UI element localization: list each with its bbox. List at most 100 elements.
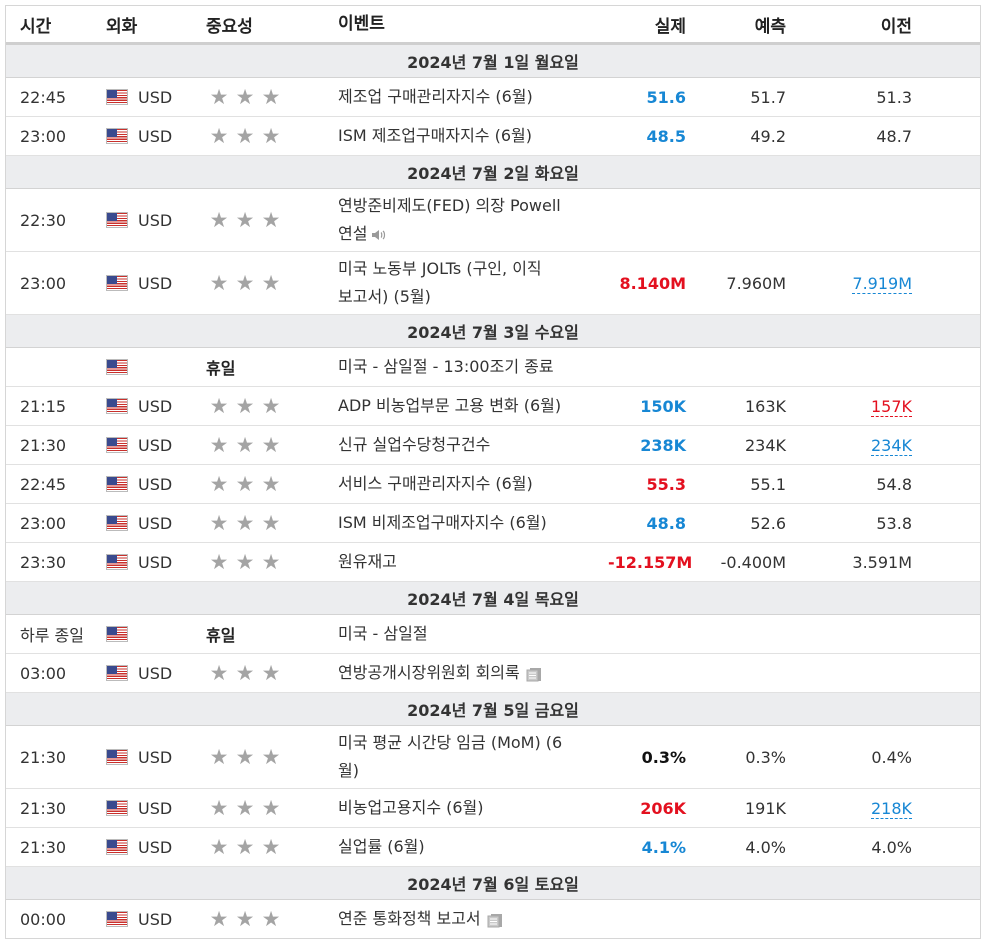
table-row[interactable]: 휴일 미국 - 삼일절 - 13:00조기 종료	[6, 348, 980, 387]
table-row[interactable]: 21:30 USD ★ ★ ★ 비농업고용지수 (6월) 206K 191K 218…	[6, 789, 980, 828]
event-name[interactable]: 연준 통화정책 보고서	[338, 905, 608, 933]
currency-cell: USD	[106, 475, 206, 494]
importance-stars: ★ ★ ★	[206, 208, 338, 232]
revised-previous-link[interactable]: 218K	[870, 798, 912, 819]
header-forecast: 예측	[754, 16, 786, 37]
us-flag-icon	[106, 800, 128, 816]
speaker-icon	[372, 229, 386, 240]
event-time: 03:00	[20, 663, 67, 683]
event-name[interactable]: 미국 노동부 JOLTs (구인, 이직 보고서) (5월)	[338, 255, 608, 311]
currency-cell: USD	[106, 838, 206, 857]
event-time: 21:30	[20, 435, 67, 455]
event-name[interactable]: ISM 제조업구매자지수 (6월)	[338, 126, 532, 145]
table-row[interactable]: 21:15 USD ★ ★ ★ ADP 비농업부문 고용 변화 (6월) 150K …	[6, 387, 980, 426]
currency-cell: USD	[106, 514, 206, 533]
table-row[interactable]: 21:30 USD ★ ★ ★ 실업률 (6월) 4.1% 4.0% 4.0%	[6, 828, 980, 867]
table-row[interactable]: 21:30 USD ★ ★ ★ 신규 실업수당청구건수 238K 234K 234K	[6, 426, 980, 465]
event-name-line: 미국 노동부 JOLTs (구인, 이직	[338, 259, 542, 278]
importance-stars: ★ ★ ★	[206, 271, 338, 295]
document-icon[interactable]	[487, 912, 503, 928]
previous-value: 4.0%	[871, 837, 912, 857]
event-name-line-text: 연설	[338, 224, 368, 243]
us-flag-icon	[106, 839, 128, 855]
event-time: 21:30	[20, 837, 67, 857]
previous-value: 234K	[786, 435, 912, 456]
table-row[interactable]: 하루 종일 휴일 미국 - 삼일절	[6, 615, 980, 654]
currency-code: USD	[138, 435, 173, 455]
table-row[interactable]: 00:00 USD ★ ★ ★ 연준 통화정책 보고서	[6, 900, 980, 938]
star-icon: ★	[261, 745, 281, 769]
currency-code: USD	[138, 210, 173, 230]
revised-previous-link[interactable]: 234K	[870, 435, 912, 456]
us-flag-icon	[106, 398, 128, 414]
table-row[interactable]: 23:30 USD ★ ★ ★ 원유재고 -12.157M -0.400M 3.59…	[6, 543, 980, 582]
event-name[interactable]: ADP 비농업부문 고용 변화 (6월)	[338, 396, 562, 415]
table-row[interactable]: 22:30 USD ★ ★ ★ 연방준비제도(FED) 의장 Powell 연설	[6, 189, 980, 252]
forecast-value: 7.960M	[726, 273, 786, 293]
event-name-line: 미국 평균 시간당 임금 (MoM) (6	[338, 733, 563, 752]
previous-value: 48.7	[876, 126, 912, 146]
table-row[interactable]: 03:00 USD ★ ★ ★ 연방공개시장위원회 회의록	[6, 654, 980, 693]
event-name[interactable]: 신규 실업수당청구건수	[338, 435, 491, 454]
star-icon: ★	[235, 124, 255, 148]
currency-code: USD	[138, 273, 173, 293]
us-flag-icon	[106, 275, 128, 291]
holiday-label: 휴일	[206, 359, 236, 378]
importance-stars: ★ ★ ★	[206, 396, 338, 417]
date-row: 2024년 7월 3일 수요일	[6, 315, 980, 348]
previous-value: 53.8	[876, 513, 912, 533]
importance-stars: ★ ★ ★	[206, 124, 338, 148]
us-flag-icon	[106, 128, 128, 144]
event-name[interactable]: ISM 비제조업구매자지수 (6월)	[338, 513, 547, 532]
revised-previous-link[interactable]: 157K	[870, 396, 912, 417]
event-name[interactable]: 서비스 구매관리자지수 (6월)	[338, 474, 533, 493]
star-icon: ★	[235, 85, 255, 109]
event-name[interactable]: 비농업고용지수 (6월)	[338, 798, 484, 817]
table-row[interactable]: 23:00 USD ★ ★ ★ 미국 노동부 JOLTs (구인, 이직 보고서) …	[6, 252, 980, 315]
us-flag-icon	[106, 749, 128, 765]
table-row[interactable]: 22:45 USD ★ ★ ★ 제조업 구매관리자지수 (6월) 51.6 51.7…	[6, 78, 980, 117]
table-row[interactable]: 23:00 USD ★ ★ ★ ISM 제조업구매자지수 (6월) 48.5 49.…	[6, 117, 980, 156]
importance-stars: ★ ★ ★	[206, 796, 338, 820]
star-icon: ★	[235, 550, 255, 574]
header-event: 이벤트	[338, 14, 385, 34]
event-time: 22:30	[20, 210, 67, 230]
star-icon: ★	[235, 796, 255, 820]
previous-value: 157K	[786, 396, 912, 417]
forecast-value: 4.0%	[745, 837, 786, 857]
star-icon: ★	[209, 271, 229, 295]
star-icon: ★	[209, 208, 229, 232]
star-icon: ★	[235, 208, 255, 232]
currency-cell: USD	[106, 553, 206, 572]
currency-code: USD	[138, 552, 173, 572]
header-time: 시간	[20, 16, 52, 37]
star-icon: ★	[235, 907, 255, 931]
event-time: 22:45	[20, 474, 67, 494]
date-row: 2024년 7월 5일 금요일	[6, 693, 980, 726]
forecast-value: 0.3%	[745, 747, 786, 767]
table-row[interactable]: 21:30 USD ★ ★ ★ 미국 평균 시간당 임금 (MoM) (6 월) 0…	[6, 726, 980, 789]
actual-value: 0.3%	[641, 747, 686, 767]
event-name[interactable]: 연방준비제도(FED) 의장 Powell 연설	[338, 192, 608, 248]
date-row: 2024년 7월 6일 토요일	[6, 867, 980, 900]
us-flag-icon	[106, 212, 128, 228]
star-icon: ★	[209, 550, 229, 574]
revised-previous-link[interactable]: 7.919M	[852, 273, 912, 294]
currency-cell: USD	[106, 799, 206, 818]
event-name[interactable]: 연방공개시장위원회 회의록	[338, 659, 608, 687]
star-icon: ★	[209, 907, 229, 931]
table-row[interactable]: 22:45 USD ★ ★ ★ 서비스 구매관리자지수 (6월) 55.3 55.1…	[6, 465, 980, 504]
star-icon: ★	[209, 745, 229, 769]
date-row: 2024년 7월 1일 월요일	[6, 45, 980, 78]
event-name[interactable]: 미국 평균 시간당 임금 (MoM) (6 월)	[338, 729, 608, 785]
document-icon[interactable]	[526, 666, 542, 682]
table-row[interactable]: 23:00 USD ★ ★ ★ ISM 비제조업구매자지수 (6월) 48.8 52…	[6, 504, 980, 543]
star-icon: ★	[261, 796, 281, 820]
forecast-value: -0.400M	[720, 552, 786, 572]
currency-cell: USD	[106, 88, 206, 107]
event-name[interactable]: 원유재고	[338, 552, 397, 571]
event-time: 23:30	[20, 552, 67, 572]
forecast-value: 163K	[744, 396, 786, 416]
event-name[interactable]: 실업률 (6월)	[338, 837, 425, 856]
event-name[interactable]: 제조업 구매관리자지수 (6월)	[338, 87, 533, 106]
